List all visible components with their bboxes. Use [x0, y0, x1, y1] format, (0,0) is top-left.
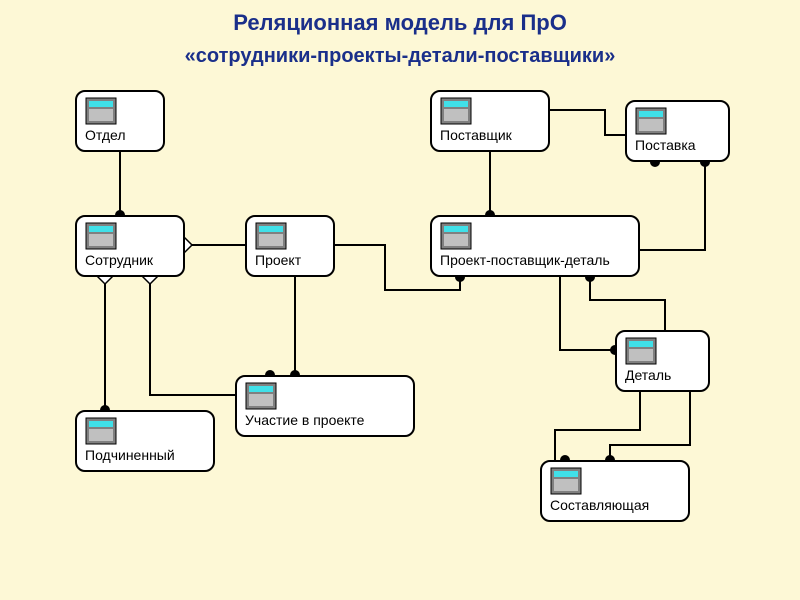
title-line-1: Реляционная модель для ПрО — [0, 10, 800, 36]
title-line-2: «сотрудники-проекты-детали-поставщики» — [0, 45, 800, 68]
edge — [610, 392, 690, 460]
entity-label: Проект — [255, 252, 301, 268]
table-icon — [255, 222, 287, 250]
entity-sostav: Составляющая — [540, 460, 690, 522]
entity-label: Сотрудник — [85, 252, 153, 268]
entity-label: Составляющая — [550, 497, 649, 513]
entity-detal: Деталь — [615, 330, 710, 392]
table-icon — [85, 97, 117, 125]
edge — [640, 162, 705, 250]
entity-proekt: Проект — [245, 215, 335, 277]
edge — [590, 277, 665, 330]
table-icon — [635, 107, 667, 135]
entity-label: Поставщик — [440, 127, 512, 143]
table-icon — [85, 222, 117, 250]
edge — [560, 277, 615, 350]
table-icon — [440, 97, 472, 125]
diagram-canvas: Реляционная модель для ПрО «сотрудники-п… — [0, 0, 800, 600]
entity-label: Отдел — [85, 127, 126, 143]
entity-ppd: Проект-поставщик-деталь — [430, 215, 640, 277]
entity-sotrudnik: Сотрудник — [75, 215, 185, 277]
entity-otdel: Отдел — [75, 90, 165, 152]
table-icon — [85, 417, 117, 445]
entity-label: Деталь — [625, 367, 671, 383]
table-icon — [625, 337, 657, 365]
entity-uchastie: Участие в проекте — [235, 375, 415, 437]
table-icon — [440, 222, 472, 250]
entity-label: Проект-поставщик-деталь — [440, 252, 610, 268]
entity-label: Подчиненный — [85, 447, 175, 463]
table-icon — [550, 467, 582, 495]
entity-podchin: Подчиненный — [75, 410, 215, 472]
entity-label: Участие в проекте — [245, 412, 364, 428]
table-icon — [245, 382, 277, 410]
entity-label: Поставка — [635, 137, 696, 153]
entity-postavshik: Поставщик — [430, 90, 550, 152]
entity-postavka: Поставка — [625, 100, 730, 162]
